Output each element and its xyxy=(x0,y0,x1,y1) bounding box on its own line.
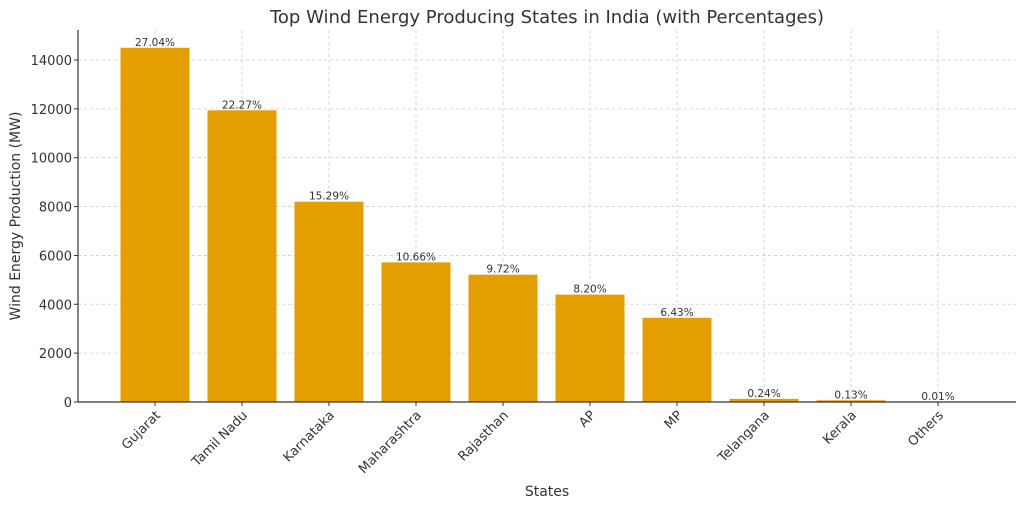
x-tick-label: Tamil Nadu xyxy=(189,408,251,470)
y-tick-label: 8000 xyxy=(39,201,72,216)
data-label: 0.24% xyxy=(747,388,780,400)
data-label: 8.20% xyxy=(573,284,606,296)
data-label: 9.72% xyxy=(486,264,519,276)
data-label: 0.01% xyxy=(921,391,954,403)
y-axis-ticks: 0 2000 4000 6000 8000 10000 12000 14000 xyxy=(31,54,78,411)
data-label: 6.43% xyxy=(660,307,693,319)
bar xyxy=(120,47,190,403)
x-tick-label: Kerala xyxy=(820,408,859,447)
bar xyxy=(294,201,364,402)
y-tick-label: 2000 xyxy=(39,347,72,362)
bar xyxy=(381,262,451,402)
chart-title: Top Wind Energy Producing States in Indi… xyxy=(269,7,824,28)
bar xyxy=(207,110,277,403)
y-tick-label: 14000 xyxy=(31,54,72,69)
data-labels: 27.04% 22.27% 15.29% 10.66% 9.72% 8.20% 6.43% 0… xyxy=(135,37,955,403)
data-label: 22.27% xyxy=(222,99,262,111)
x-tick-label: AP xyxy=(576,408,599,431)
x-tick-label: Telangana xyxy=(715,408,773,466)
x-axis-ticks: Gujarat Tamil Nadu Karnataka Maharashtra Raj… xyxy=(119,402,947,477)
x-tick-label: Gujarat xyxy=(119,408,164,453)
y-tick-label: 4000 xyxy=(39,298,72,313)
y-tick-label: 6000 xyxy=(39,249,72,264)
x-tick-label: MP xyxy=(662,408,686,432)
bar xyxy=(816,400,886,402)
y-axis-label: Wind Energy Production (MW) xyxy=(8,112,24,321)
x-tick-label: Maharashtra xyxy=(356,408,425,477)
bars xyxy=(120,47,973,403)
x-tick-label: Karnataka xyxy=(281,408,338,465)
y-tick-label: 10000 xyxy=(31,152,72,167)
x-axis-label: States xyxy=(525,484,569,500)
bar xyxy=(555,294,625,402)
data-label: 15.29% xyxy=(309,191,349,203)
y-tick-label: 12000 xyxy=(31,103,72,118)
data-label: 10.66% xyxy=(396,251,436,263)
x-tick-label: Others xyxy=(905,408,947,450)
x-tick-label: Rajasthan xyxy=(456,408,512,464)
y-tick-label: 0 xyxy=(64,396,72,411)
data-label: 27.04% xyxy=(135,37,175,49)
data-label: 0.13% xyxy=(834,389,867,401)
bar xyxy=(642,317,712,402)
bar xyxy=(468,274,538,402)
bar xyxy=(729,398,799,402)
